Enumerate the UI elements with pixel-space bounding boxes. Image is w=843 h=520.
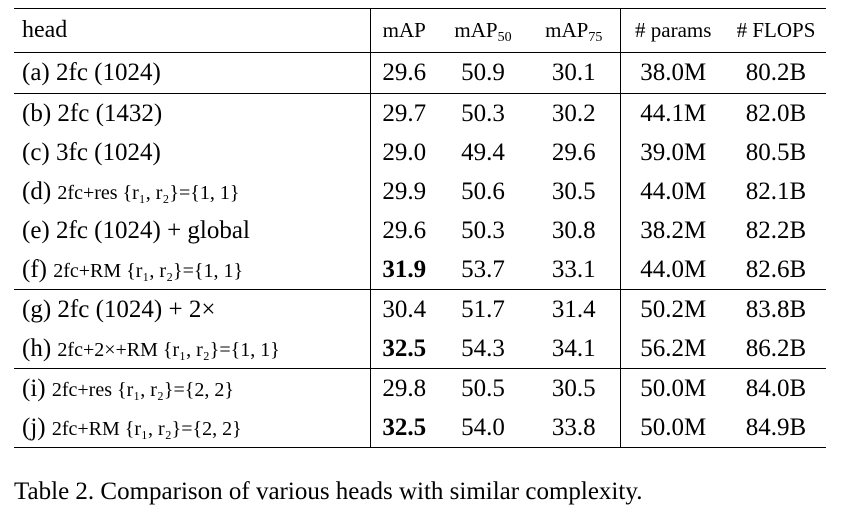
row-label-main: (i): [22, 374, 52, 402]
cell-flops: 80.2B: [726, 52, 826, 94]
row-label-main: (a) 2fc (1024): [22, 59, 161, 86]
cell-map75: 30.8: [551, 216, 596, 244]
col-header-head: head: [14, 8, 370, 53]
table-row: (f) 2fc+RM {r₁, r₂}={1, 1} 31.9 53.7 33.1 44…: [14, 250, 826, 290]
col-header-params: # params: [619, 8, 726, 53]
header-row: head mAP mAP50 mAP75 # params # FLOPS: [14, 8, 826, 53]
cell-map: 29.7: [369, 93, 438, 133]
cell-map50: 50.5: [461, 374, 505, 402]
cell-map75: 33.8: [528, 408, 620, 448]
row-head-label: (f) 2fc+RM {r₁, r₂}={1, 1}: [14, 250, 370, 290]
row-label-main: (e) 2fc (1024) + global: [22, 216, 250, 244]
row-label-small: 2fc+RM {r₁, r₂}={2, 2}: [51, 417, 242, 440]
cell-params: 39.0M: [619, 133, 726, 172]
cell-map75: 30.5: [551, 177, 596, 205]
table-row: (g) 2fc (1024) + 2× 30.4 51.7 31.4 50.2M 83.8…: [14, 289, 826, 330]
row-label-small: 2fc+res {r₁, r₂}={1, 1}: [57, 181, 240, 204]
cell-map50: 50.9: [438, 52, 528, 94]
cell-map50: 50.6: [461, 177, 505, 205]
row-label-main: (b) 2fc (1432): [22, 99, 163, 127]
cell-map75: 33.1: [528, 250, 620, 290]
row-label-main: (j): [22, 413, 52, 441]
table-row: (j) 2fc+RM {r₁, r₂}={2, 2} 32.5 54.0 33.8 50…: [14, 408, 826, 448]
cell-map: 30.4: [369, 289, 438, 329]
cell-map: 29.6: [369, 211, 438, 250]
table-row: (b) 2fc (1432) 29.7 50.3 30.2 44.1M 82.0B: [14, 93, 826, 134]
cell-map50: 51.7: [461, 295, 505, 323]
row-head-label: (a) 2fc (1024): [14, 52, 370, 94]
col-header-map: mAP: [369, 8, 438, 53]
table-row: (i) 2fc+res {r₁, r₂}={2, 2} 29.8 50.5 30.5 5…: [14, 368, 826, 409]
cell-params: 44.0M: [619, 250, 726, 290]
table-row: (e) 2fc (1024) + global 29.6 50.3 30.8 38.2M…: [14, 211, 826, 250]
cell-flops: 82.0B: [745, 99, 807, 127]
row-label-small: 2fc+2×+RM {r₁, r₂}={1, 1}: [57, 338, 280, 361]
row-head-label: (b) 2fc (1432): [14, 94, 370, 134]
cell-map50: 49.4: [461, 138, 505, 166]
cell-map75: 31.4: [551, 295, 596, 323]
cell-map75: 30.5: [551, 374, 596, 402]
cell-flops: 84.9B: [726, 408, 826, 448]
table-row: (c) 3fc (1024) 29.0 49.4 29.6 39.0M 80.5B: [14, 133, 826, 172]
row-label-main: (f): [22, 255, 54, 283]
row-label-main: (g) 2fc (1024) + 2×: [22, 295, 216, 323]
cell-map75: 29.6: [551, 138, 596, 166]
row-head-label: (e) 2fc (1024) + global: [14, 211, 370, 250]
row-head-label: (h) 2fc+2×+RM {r₁, r₂}={1, 1}: [14, 329, 370, 369]
table-caption: Table 2. Comparison of various heads wit…: [14, 478, 643, 505]
row-head-label: (j) 2fc+RM {r₁, r₂}={2, 2}: [14, 408, 370, 448]
cell-map: 32.5: [369, 408, 438, 448]
cell-map50: 53.7: [438, 250, 528, 290]
col-header-map75: mAP75: [528, 8, 620, 53]
table-row: (d) 2fc+res {r₁, r₂}={1, 1} 29.9 50.6 30.5 4…: [14, 172, 826, 211]
cell-map: 29.6: [369, 52, 438, 94]
cell-map: 29.8: [369, 368, 438, 408]
cell-params: 50.2M: [619, 289, 726, 329]
row-head-label: (g) 2fc (1024) + 2×: [14, 290, 370, 330]
table-row: (a) 2fc (1024) 29.6 50.9 30.1 38.0M 80.2B: [14, 52, 826, 94]
cell-map75: 30.1: [528, 52, 620, 94]
col-header-flops: # FLOPS: [726, 8, 826, 53]
cell-map: 31.9: [369, 250, 438, 290]
cell-map: 29.9: [369, 172, 438, 211]
col-header-map50: mAP50: [438, 8, 528, 53]
cell-map50: 54.0: [438, 408, 528, 448]
row-label-main: (d): [22, 177, 58, 205]
cell-params: 38.0M: [619, 52, 726, 94]
results-table: head mAP mAP50 mAP75 # params # FLOPS (a…: [14, 8, 826, 448]
cell-flops: 80.5B: [745, 138, 807, 166]
cell-params: 38.2M: [619, 211, 726, 250]
cell-params: 50.0M: [619, 368, 726, 408]
row-label-small: 2fc+res {r₁, r₂}={2, 2}: [51, 378, 234, 401]
row-label-main: (h): [22, 334, 58, 362]
row-label-main: (c) 3fc (1024): [22, 138, 161, 166]
row-head-label: (d) 2fc+res {r₁, r₂}={1, 1}: [14, 172, 370, 211]
cell-map50: 50.3: [461, 99, 505, 127]
cell-flops: 82.2B: [745, 216, 807, 244]
cell-flops: 86.2B: [726, 329, 826, 369]
cell-map: 32.5: [369, 329, 438, 369]
table-row: (h) 2fc+2×+RM {r₁, r₂}={1, 1} 32.5 54.3 34.…: [14, 329, 826, 369]
cell-map50: 54.3: [438, 329, 528, 369]
row-head-label: (i) 2fc+res {r₁, r₂}={2, 2}: [14, 369, 370, 409]
cell-map: 29.0: [369, 133, 438, 172]
cell-flops: 82.6B: [726, 250, 826, 290]
row-head-label: (c) 3fc (1024): [14, 133, 370, 172]
cell-flops: 84.0B: [745, 374, 807, 402]
cell-flops: 83.8B: [745, 295, 807, 323]
cell-map50: 50.3: [461, 216, 505, 244]
row-label-small: 2fc+RM {r₁, r₂}={1, 1}: [53, 259, 244, 282]
cell-map75: 30.2: [551, 99, 596, 127]
cell-map75: 34.1: [528, 329, 620, 369]
cell-params: 50.0M: [619, 408, 726, 448]
cell-params: 44.1M: [619, 93, 726, 133]
cell-params: 56.2M: [619, 329, 726, 369]
cell-flops: 82.1B: [745, 177, 807, 205]
cell-params: 44.0M: [619, 172, 726, 211]
